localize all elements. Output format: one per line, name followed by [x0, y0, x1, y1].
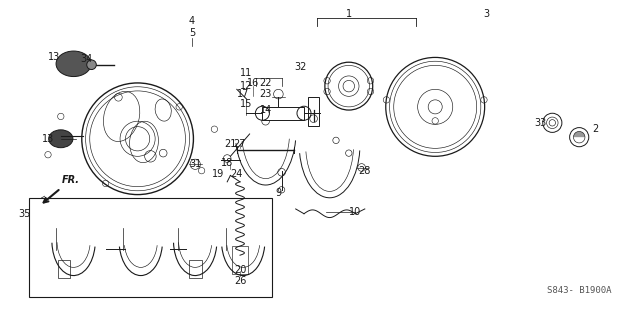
Text: FR.: FR. [61, 175, 79, 185]
Text: 26: 26 [234, 276, 246, 286]
Text: 22: 22 [259, 78, 272, 88]
Bar [232, 246, 248, 274]
Bar [29, 198, 272, 297]
Text: 5: 5 [189, 28, 195, 39]
Bar [58, 260, 70, 278]
Ellipse shape [56, 51, 91, 77]
Text: 34: 34 [80, 54, 93, 64]
Bar [189, 260, 202, 278]
Text: 3: 3 [483, 9, 490, 19]
Text: 2: 2 [592, 124, 598, 134]
Text: 11: 11 [240, 68, 253, 78]
Text: 13: 13 [42, 134, 54, 144]
Text: 31: 31 [189, 159, 202, 169]
Text: 20: 20 [234, 264, 246, 275]
Text: 24: 24 [230, 169, 243, 179]
Text: 14: 14 [259, 105, 272, 115]
Text: 19: 19 [211, 169, 224, 179]
Text: 10: 10 [349, 207, 362, 217]
Wedge shape [573, 131, 585, 137]
Text: 27: 27 [234, 138, 246, 149]
Text: 23: 23 [259, 89, 272, 99]
Text: 4: 4 [189, 16, 195, 26]
Text: 9: 9 [275, 188, 282, 198]
Text: 18: 18 [221, 158, 234, 168]
Text: S843- B1900A: S843- B1900A [547, 286, 611, 295]
Text: 28: 28 [358, 166, 371, 176]
Text: 35: 35 [18, 209, 31, 219]
Text: 16: 16 [246, 78, 259, 88]
Circle shape [87, 60, 96, 70]
Text: 17: 17 [237, 89, 250, 99]
Text: 12: 12 [240, 81, 253, 91]
Text: 1: 1 [346, 9, 352, 19]
Text: 32: 32 [294, 62, 307, 72]
Text: 33: 33 [534, 118, 547, 128]
Ellipse shape [49, 130, 73, 148]
Text: 15: 15 [240, 99, 253, 109]
Bar [262, 107, 304, 120]
Bar [308, 97, 319, 126]
Text: 21: 21 [224, 138, 237, 149]
Text: 13: 13 [48, 52, 61, 63]
